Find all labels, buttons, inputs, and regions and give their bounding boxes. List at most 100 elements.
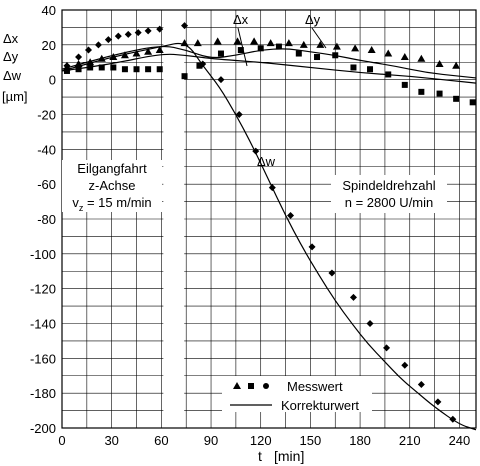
square-point (436, 90, 443, 97)
square-point (469, 99, 476, 106)
triangle-point (74, 59, 83, 67)
y-tick-label: -200 (30, 421, 56, 436)
diamond-point (63, 62, 71, 70)
x-tick-label: 90 (204, 433, 218, 448)
triangle-point (250, 37, 259, 45)
triangle-point (435, 59, 444, 67)
diamond-point (156, 25, 164, 33)
triangle-point (417, 54, 426, 62)
x-tick-label: 210 (399, 433, 421, 448)
legend-measured-label: Messwert (287, 379, 343, 394)
diamond-point (114, 32, 122, 40)
square-point (217, 50, 224, 57)
x-tick-label: 0 (58, 433, 65, 448)
label-dy-leader (311, 27, 327, 49)
diamond-point (94, 41, 102, 49)
square-point (75, 66, 82, 73)
y-tick-label: -180 (30, 386, 56, 401)
triangle-point (299, 40, 308, 48)
diamond-point (104, 36, 112, 44)
y-label-line-dx: Δx (3, 31, 19, 46)
triangle-point (155, 46, 164, 54)
triangle-point (193, 39, 202, 47)
diamond-point (134, 29, 142, 37)
diamond-point (268, 184, 276, 192)
label-dw: Δw (257, 154, 276, 169)
diamond-point (252, 147, 260, 155)
y-label-line-dw: Δw (3, 68, 22, 83)
right-annotation-line1: Spindeldrehzahl (342, 178, 435, 193)
x-tick-labels: 0 30 60 90 120 150 180 210 240 (58, 433, 470, 448)
x-tick-label: 240 (449, 433, 471, 448)
triangle-point (266, 39, 275, 47)
triangle-point (213, 37, 222, 45)
square-point (275, 43, 282, 50)
triangle-point (284, 39, 293, 47)
velocity-symbol: v (72, 195, 79, 210)
square-point (257, 45, 264, 52)
square-point (87, 64, 94, 71)
triangle-point (452, 61, 461, 69)
square-point (133, 66, 140, 73)
y-tick-label: 20 (42, 38, 56, 53)
square-point (367, 66, 374, 73)
triangle-point (144, 47, 153, 55)
y-tick-label: 0 (49, 73, 56, 88)
diamond-point (199, 60, 207, 68)
legend: Messwert Korrekturwert (222, 376, 372, 413)
square-point (350, 64, 357, 71)
y-tick-label: -20 (37, 108, 56, 123)
x-tick-label: 120 (250, 433, 272, 448)
diamond-point (181, 22, 189, 30)
y-tick-labels: 40 20 0 -20 -40 -60 -80 -100 -120 -140 -160 -180 -20… (30, 3, 56, 436)
diamond-point (75, 53, 83, 61)
triangle-point (316, 40, 325, 48)
grid (61, 9, 476, 429)
diamond-point (124, 30, 132, 38)
velocity-subscript: z (79, 203, 84, 213)
square-point (332, 52, 339, 59)
square-point (196, 62, 203, 69)
x-tick-label: 60 (154, 433, 168, 448)
curve-dx (61, 53, 477, 84)
gap-band (163, 10, 185, 428)
y-tick-label: -60 (37, 177, 56, 192)
diamond-point (217, 76, 225, 84)
y-label-line-unit: [µm] (2, 89, 28, 104)
x-tick-label: 150 (300, 433, 322, 448)
y-label-line-dy: Δy (3, 49, 19, 64)
x-label: t (258, 448, 262, 464)
plot-frame (61, 9, 477, 429)
legend-bg (222, 376, 372, 412)
triangle-point (109, 53, 118, 61)
triangle-point (180, 39, 189, 47)
diamond-point (235, 111, 243, 118)
diamond-point (84, 46, 92, 54)
y-tick-label: -40 (37, 142, 56, 157)
triangle-point (233, 37, 242, 45)
square-point (237, 47, 244, 54)
diamond-point (434, 398, 442, 406)
legend-dot-marker (263, 383, 269, 389)
square-point (181, 73, 188, 80)
right-annotation-line2: n = 2800 U/min (345, 195, 434, 210)
square-point (63, 67, 70, 74)
triangle-point (120, 51, 129, 59)
diamond-point (287, 212, 295, 220)
left-annotation-line1: Eilgangfahrt (77, 161, 147, 176)
square-point (385, 71, 392, 78)
curve-labels: Δx Δy Δw (233, 12, 327, 169)
square-point (418, 88, 425, 95)
square-point (145, 66, 152, 73)
diamond-point (349, 293, 357, 301)
y-tick-label: -140 (30, 317, 56, 332)
square-point (401, 81, 408, 88)
triangle-point (332, 42, 341, 50)
legend-triangle-marker (233, 382, 241, 389)
y-tick-label: -80 (37, 212, 56, 227)
y-tick-label: 40 (42, 3, 56, 18)
x-axis-label: t [min] (258, 448, 304, 464)
legend-square-marker (248, 383, 254, 389)
triangle-point (86, 58, 95, 66)
